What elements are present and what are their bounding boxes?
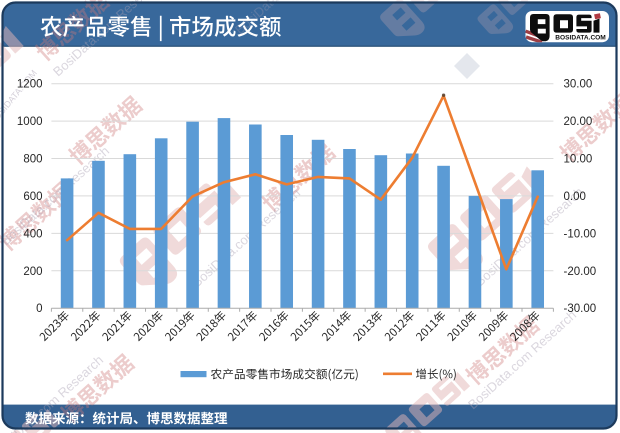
svg-text:BOSIDATA.COM: BOSIDATA.COM bbox=[555, 35, 606, 42]
svg-text:-30.00: -30.00 bbox=[564, 303, 597, 315]
svg-text:30.00: 30.00 bbox=[564, 79, 593, 91]
svg-text:10.00: 10.00 bbox=[564, 154, 593, 166]
svg-text:1200: 1200 bbox=[17, 79, 43, 91]
svg-text:200: 200 bbox=[23, 266, 42, 278]
svg-text:400: 400 bbox=[23, 228, 42, 240]
svg-text:0.00: 0.00 bbox=[564, 191, 586, 203]
svg-text:0: 0 bbox=[36, 303, 42, 315]
svg-text:600: 600 bbox=[23, 191, 42, 203]
svg-text:20.00: 20.00 bbox=[564, 116, 593, 128]
svg-text:-10.00: -10.00 bbox=[564, 228, 597, 240]
svg-text:800: 800 bbox=[23, 154, 42, 166]
svg-text:1000: 1000 bbox=[17, 116, 43, 128]
svg-text:-20.00: -20.00 bbox=[564, 266, 597, 278]
